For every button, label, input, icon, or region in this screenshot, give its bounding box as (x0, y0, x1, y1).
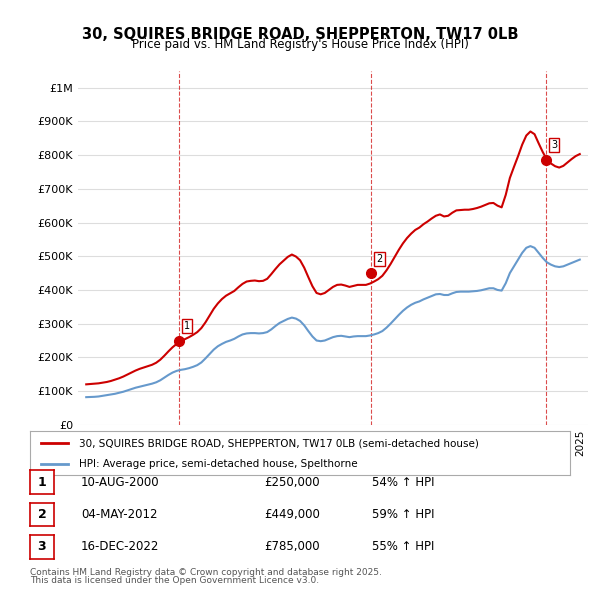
Text: 3: 3 (551, 140, 557, 150)
Text: 04-MAY-2012: 04-MAY-2012 (81, 508, 157, 521)
Text: 2: 2 (376, 254, 383, 264)
Text: Contains HM Land Registry data © Crown copyright and database right 2025.: Contains HM Land Registry data © Crown c… (30, 568, 382, 577)
Text: Price paid vs. HM Land Registry's House Price Index (HPI): Price paid vs. HM Land Registry's House … (131, 38, 469, 51)
Text: 30, SQUIRES BRIDGE ROAD, SHEPPERTON, TW17 0LB: 30, SQUIRES BRIDGE ROAD, SHEPPERTON, TW1… (82, 27, 518, 41)
Text: 1: 1 (38, 476, 46, 489)
Text: 54% ↑ HPI: 54% ↑ HPI (372, 476, 434, 489)
Text: £250,000: £250,000 (264, 476, 320, 489)
Text: 1: 1 (184, 321, 190, 331)
Text: 10-AUG-2000: 10-AUG-2000 (81, 476, 160, 489)
Text: 59% ↑ HPI: 59% ↑ HPI (372, 508, 434, 521)
Text: 3: 3 (38, 540, 46, 553)
Text: HPI: Average price, semi-detached house, Spelthorne: HPI: Average price, semi-detached house,… (79, 459, 357, 469)
Text: 2: 2 (38, 508, 46, 521)
Text: £449,000: £449,000 (264, 508, 320, 521)
Text: 30, SQUIRES BRIDGE ROAD, SHEPPERTON, TW17 0LB (semi-detached house): 30, SQUIRES BRIDGE ROAD, SHEPPERTON, TW1… (79, 438, 478, 448)
Text: This data is licensed under the Open Government Licence v3.0.: This data is licensed under the Open Gov… (30, 576, 319, 585)
Text: £785,000: £785,000 (264, 540, 320, 553)
Text: 55% ↑ HPI: 55% ↑ HPI (372, 540, 434, 553)
Text: 16-DEC-2022: 16-DEC-2022 (81, 540, 160, 553)
